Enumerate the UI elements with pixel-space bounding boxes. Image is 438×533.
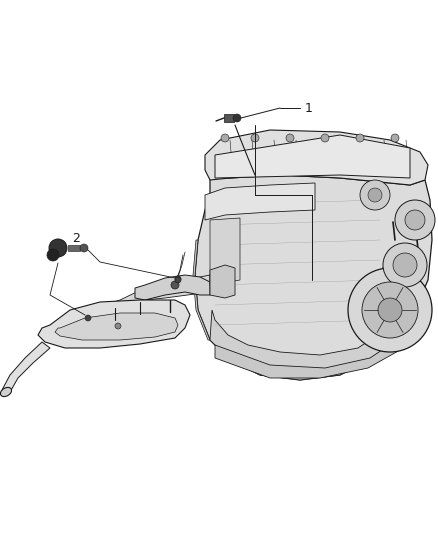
- Polygon shape: [210, 265, 235, 298]
- Circle shape: [348, 268, 432, 352]
- Circle shape: [233, 114, 241, 122]
- Circle shape: [47, 249, 59, 261]
- Polygon shape: [2, 342, 50, 392]
- Text: 1: 1: [305, 101, 313, 115]
- Polygon shape: [224, 114, 234, 122]
- Circle shape: [175, 277, 181, 283]
- Polygon shape: [55, 313, 178, 340]
- Polygon shape: [68, 245, 80, 251]
- Circle shape: [393, 253, 417, 277]
- Polygon shape: [205, 183, 315, 220]
- Polygon shape: [210, 218, 240, 285]
- Circle shape: [251, 134, 259, 142]
- Circle shape: [378, 298, 402, 322]
- Circle shape: [360, 180, 390, 210]
- Circle shape: [321, 134, 329, 142]
- Circle shape: [85, 315, 91, 321]
- Polygon shape: [38, 300, 190, 348]
- Circle shape: [395, 200, 435, 240]
- Ellipse shape: [0, 387, 11, 397]
- Polygon shape: [210, 308, 415, 380]
- Polygon shape: [215, 338, 400, 378]
- Circle shape: [49, 239, 67, 257]
- Polygon shape: [205, 130, 428, 185]
- Circle shape: [175, 276, 181, 282]
- Polygon shape: [135, 275, 210, 300]
- Polygon shape: [193, 240, 210, 340]
- Text: 2: 2: [72, 231, 80, 245]
- Circle shape: [80, 244, 88, 252]
- Circle shape: [171, 281, 179, 289]
- Circle shape: [368, 188, 382, 202]
- Circle shape: [405, 210, 425, 230]
- Circle shape: [221, 134, 229, 142]
- Circle shape: [391, 134, 399, 142]
- Circle shape: [383, 243, 427, 287]
- Circle shape: [115, 323, 121, 329]
- Circle shape: [286, 134, 294, 142]
- Polygon shape: [55, 288, 145, 332]
- Polygon shape: [145, 275, 210, 300]
- Circle shape: [356, 134, 364, 142]
- Circle shape: [362, 282, 418, 338]
- Polygon shape: [195, 175, 432, 380]
- Polygon shape: [215, 135, 410, 178]
